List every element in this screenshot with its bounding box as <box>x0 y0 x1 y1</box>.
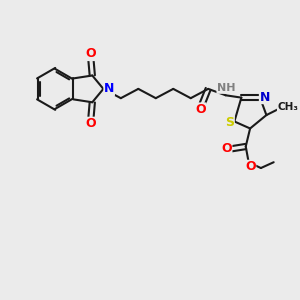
Text: O: O <box>245 160 256 173</box>
Text: CH₃: CH₃ <box>278 102 298 112</box>
Text: O: O <box>85 47 96 61</box>
Text: N: N <box>104 82 114 95</box>
Text: N: N <box>260 91 270 103</box>
Text: O: O <box>195 103 206 116</box>
Text: NH: NH <box>217 83 236 93</box>
Text: O: O <box>85 117 96 130</box>
Text: S: S <box>225 116 234 129</box>
Text: O: O <box>221 142 232 155</box>
